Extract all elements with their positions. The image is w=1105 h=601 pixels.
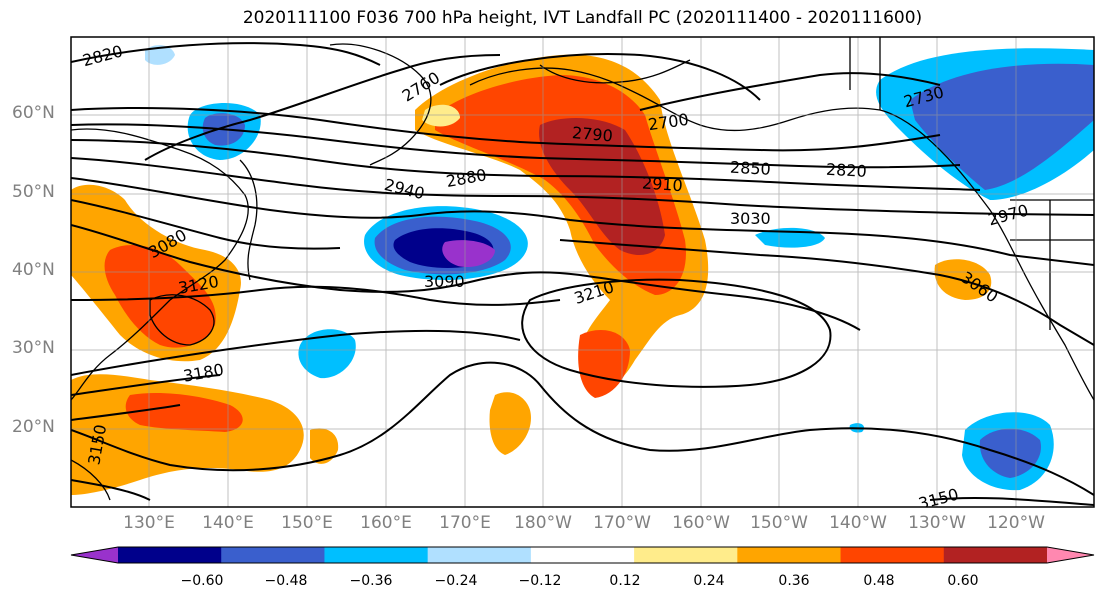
colorbar-segment [1047, 547, 1094, 563]
colorbar-segment [840, 547, 945, 563]
contour-label: 2790 [571, 123, 613, 145]
lon-label-150w: 150°W [750, 513, 808, 533]
height-contours [71, 42, 1094, 506]
colorbar-segment [118, 547, 222, 563]
lat-label-20n: 20°N [12, 417, 55, 437]
lat-label-40n: 40°N [12, 260, 55, 280]
lon-label-180w: 180°W [514, 513, 572, 533]
colorbar-segment [943, 547, 1048, 563]
lon-label-170e: 170°E [439, 513, 491, 533]
colorbar-tick: −0.24 [434, 573, 478, 589]
lat-label-60n: 60°N [12, 103, 55, 123]
colorbar-segment [221, 547, 325, 563]
lon-label-140w: 140°W [829, 513, 887, 533]
colorbar-segment [634, 547, 738, 563]
lon-label-160e: 160°E [360, 513, 412, 533]
negative-anomaly-shading [145, 45, 1094, 491]
colorbar-segment [530, 547, 635, 563]
colorbar-tick: 0.12 [609, 573, 641, 589]
lon-label-160w: 160°W [672, 513, 730, 533]
contour-label: 2910 [641, 173, 683, 195]
contour-label: 2850 [730, 158, 772, 179]
lon-label-170w: 170°W [593, 513, 651, 533]
colorbar-tick: 0.60 [947, 573, 979, 589]
map-frame [70, 36, 1095, 508]
contour-label: 3090 [424, 272, 465, 291]
lon-label-120w: 120°W [987, 513, 1045, 533]
colorbar-segment [737, 547, 842, 563]
colorbar-tick: 0.48 [863, 573, 895, 589]
colorbar-segment [71, 547, 118, 563]
positive-anomaly-shading [71, 54, 992, 495]
lon-label-130w: 130°W [908, 513, 966, 533]
colorbar-segment [324, 547, 429, 563]
lat-label-50n: 50°N [12, 182, 55, 202]
colorbar-tick: −0.60 [180, 573, 224, 589]
contour-label: 3030 [730, 209, 771, 228]
lon-label-130e: 130°E [123, 513, 175, 533]
colorbar-tick: −0.48 [264, 573, 308, 589]
lon-label-150e: 150°E [281, 513, 333, 533]
colorbar-tick: 0.36 [778, 573, 810, 589]
colorbar-segment [427, 547, 532, 563]
colorbar-outline [70, 546, 1095, 564]
contour-label: 2820 [826, 160, 868, 181]
lat-label-30n: 30°N [12, 338, 55, 358]
colorbar-tick: −0.36 [349, 573, 393, 589]
lon-label-140e: 140°E [202, 513, 254, 533]
colorbar [70, 546, 1095, 564]
colorbar-tick: 0.24 [693, 573, 725, 589]
colorbar-tick: −0.12 [518, 573, 562, 589]
map-title: 2020111100 F036 700 hPa height, IVT Land… [242, 8, 923, 28]
